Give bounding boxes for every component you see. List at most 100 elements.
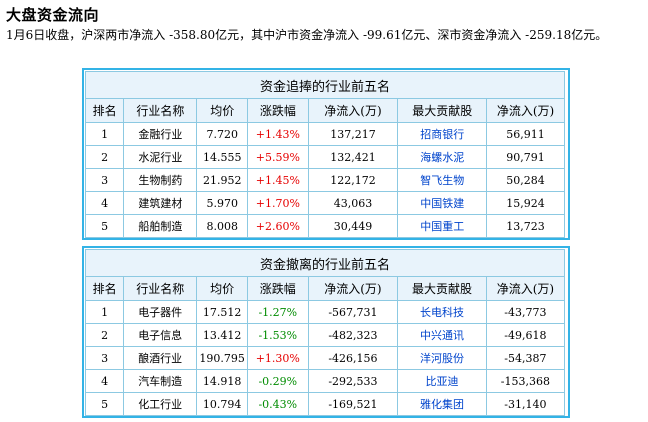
price-cell: 17.512 <box>196 300 249 324</box>
stock-inflow-cell: -31,140 <box>485 392 566 416</box>
outflow-table-header: 排名 行业名称 均价 涨跌幅 净流入(万) 最大贡献股 净流入(万) <box>84 276 566 301</box>
net-inflow-cell: 132,421 <box>307 145 399 169</box>
net-inflow-cell: -292,533 <box>307 369 399 393</box>
net-inflow-cell: -426,156 <box>307 346 399 370</box>
stock-inflow-cell: 50,284 <box>486 168 565 192</box>
net-inflow-cell: 30,449 <box>307 214 399 238</box>
industry-cell: 化工行业 <box>123 392 198 416</box>
rank-cell: 4 <box>84 369 125 393</box>
header-industry: 行业名称 <box>123 98 198 123</box>
table-row: 2 电子信息 13.412 -1.53% -482,323 中兴通讯 -49,618 <box>84 323 566 347</box>
top-stock-link[interactable]: 比亚迪 <box>425 375 459 388</box>
top-stock-cell: 中国重工 <box>397 214 488 238</box>
top-stock-link[interactable]: 智飞生物 <box>420 174 465 187</box>
rank-cell: 1 <box>84 122 125 146</box>
top-stock-link[interactable]: 中兴通讯 <box>420 329 465 342</box>
rank-cell: 4 <box>84 191 125 215</box>
industry-cell: 电子器件 <box>123 300 198 324</box>
table-row: 2 水泥行业 14.555 +5.59% 132,421 海螺水泥 90,791 <box>84 145 565 169</box>
top-stock-cell: 中国铁建 <box>397 191 488 215</box>
header-top-stock: 最大贡献股 <box>397 98 488 123</box>
stock-inflow-cell: -43,773 <box>485 300 566 324</box>
inflow-table-caption: 资金追捧的行业前五名 <box>85 71 565 99</box>
top-stock-link[interactable]: 海螺水泥 <box>420 151 465 164</box>
inflow-table-header: 排名 行业名称 均价 涨跌幅 净流入(万) 最大贡献股 净流入(万) <box>84 98 565 123</box>
table-row: 4 汽车制造 14.918 -0.29% -292,533 比亚迪 -153,368 <box>84 369 566 393</box>
header-net-inflow: 净流入(万) <box>307 98 399 123</box>
header-stock-inflow: 净流入(万) <box>486 98 565 123</box>
rank-cell: 1 <box>84 300 125 324</box>
table-row: 1 金融行业 7.720 +1.43% 137,217 招商银行 56,911 <box>84 122 565 146</box>
top-stock-cell: 比亚迪 <box>397 369 487 393</box>
price-cell: 14.918 <box>196 369 249 393</box>
net-inflow-cell: -567,731 <box>307 300 399 324</box>
change-cell: -0.43% <box>247 392 309 416</box>
header-industry: 行业名称 <box>123 276 198 301</box>
industry-cell: 电子信息 <box>123 323 198 347</box>
header-net-inflow: 净流入(万) <box>307 276 399 301</box>
rank-cell: 3 <box>84 346 125 370</box>
industry-cell: 建筑建材 <box>123 191 198 215</box>
industry-cell: 生物制药 <box>123 168 198 192</box>
outflow-table-panel: 资金撤离的行业前五名 排名 行业名称 均价 涨跌幅 净流入(万) 最大贡献股 净… <box>82 246 570 418</box>
change-cell: +5.59% <box>247 145 309 169</box>
top-stock-link[interactable]: 长电科技 <box>420 306 465 319</box>
table-row: 5 化工行业 10.794 -0.43% -169,521 雅化集团 -31,140 <box>84 392 566 416</box>
industry-cell: 酿酒行业 <box>123 346 198 370</box>
rank-cell: 2 <box>84 323 125 347</box>
change-cell: -1.53% <box>247 323 309 347</box>
change-cell: +1.30% <box>247 346 309 370</box>
header-top-stock: 最大贡献股 <box>397 276 487 301</box>
change-cell: +1.70% <box>247 191 309 215</box>
top-stock-cell: 海螺水泥 <box>397 145 488 169</box>
net-inflow-cell: 43,063 <box>307 191 399 215</box>
stock-inflow-cell: -153,368 <box>485 369 566 393</box>
industry-cell: 船舶制造 <box>123 214 198 238</box>
top-stock-cell: 雅化集团 <box>397 392 487 416</box>
top-stock-link[interactable]: 洋河股份 <box>420 352 465 365</box>
top-stock-link[interactable]: 招商银行 <box>420 128 465 141</box>
price-cell: 5.970 <box>196 191 249 215</box>
page-title: 大盘资金流向 <box>6 6 100 24</box>
change-cell: +1.43% <box>247 122 309 146</box>
stock-inflow-cell: 56,911 <box>486 122 565 146</box>
inflow-table-panel: 资金追捧的行业前五名 排名 行业名称 均价 涨跌幅 净流入(万) 最大贡献股 净… <box>82 68 570 240</box>
change-cell: +1.45% <box>247 168 309 192</box>
stock-inflow-cell: 90,791 <box>486 145 565 169</box>
outflow-table: 资金撤离的行业前五名 排名 行业名称 均价 涨跌幅 净流入(万) 最大贡献股 净… <box>84 249 566 416</box>
industry-cell: 水泥行业 <box>123 145 198 169</box>
rank-cell: 3 <box>84 168 125 192</box>
top-stock-cell: 长电科技 <box>397 300 487 324</box>
header-rank: 排名 <box>84 276 125 301</box>
price-cell: 21.952 <box>196 168 249 192</box>
top-stock-link[interactable]: 中国重工 <box>420 220 465 233</box>
table-row: 5 船舶制造 8.008 +2.60% 30,449 中国重工 13,723 <box>84 214 565 238</box>
stock-inflow-cell: 13,723 <box>486 214 565 238</box>
top-stock-link[interactable]: 雅化集团 <box>420 398 465 411</box>
price-cell: 10.794 <box>196 392 249 416</box>
table-row: 4 建筑建材 5.970 +1.70% 43,063 中国铁建 15,924 <box>84 191 565 215</box>
top-stock-cell: 招商银行 <box>397 122 488 146</box>
change-cell: +2.60% <box>247 214 309 238</box>
stock-inflow-cell: -54,387 <box>485 346 566 370</box>
top-stock-link[interactable]: 中国铁建 <box>420 197 465 210</box>
header-stock-inflow: 净流入(万) <box>485 276 566 301</box>
outflow-table-caption: 资金撤离的行业前五名 <box>85 249 565 277</box>
rank-cell: 5 <box>84 392 125 416</box>
change-cell: -0.29% <box>247 369 309 393</box>
top-stock-cell: 智飞生物 <box>397 168 488 192</box>
top-stock-cell: 中兴通讯 <box>397 323 487 347</box>
stock-inflow-cell: -49,618 <box>485 323 566 347</box>
price-cell: 190.795 <box>196 346 249 370</box>
net-inflow-cell: -482,323 <box>307 323 399 347</box>
price-cell: 8.008 <box>196 214 249 238</box>
industry-cell: 汽车制造 <box>123 369 198 393</box>
header-change: 涨跌幅 <box>247 98 309 123</box>
header-price: 均价 <box>196 98 249 123</box>
market-summary: 1月6日收盘，沪深两市净流入 -358.80亿元，其中沪市资金净流入 -99.6… <box>6 28 608 42</box>
industry-cell: 金融行业 <box>123 122 198 146</box>
price-cell: 7.720 <box>196 122 249 146</box>
inflow-table: 资金追捧的行业前五名 排名 行业名称 均价 涨跌幅 净流入(万) 最大贡献股 净… <box>84 71 565 238</box>
header-price: 均价 <box>196 276 249 301</box>
table-row: 3 酿酒行业 190.795 +1.30% -426,156 洋河股份 -54,387 <box>84 346 566 370</box>
